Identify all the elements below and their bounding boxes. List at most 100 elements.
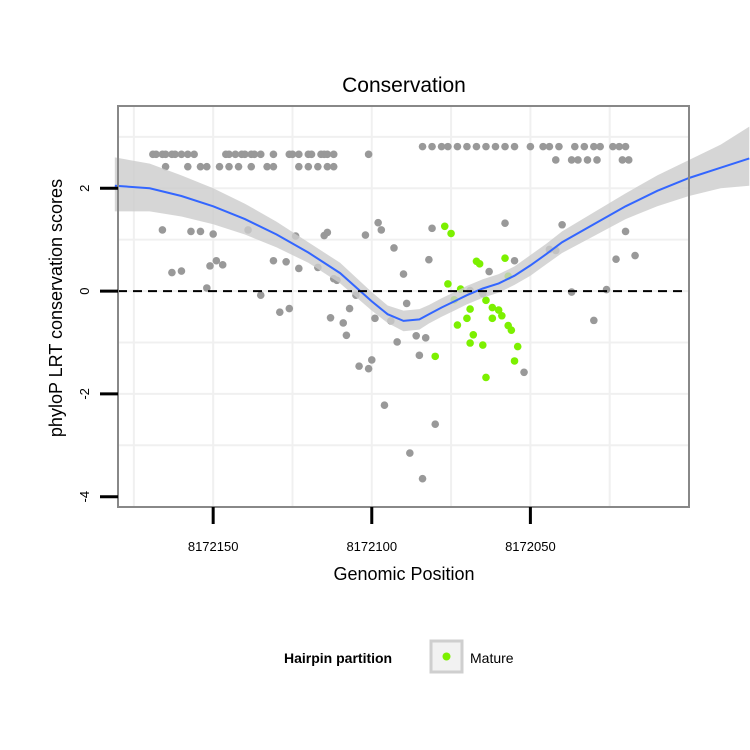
data-point-other: [206, 262, 214, 270]
data-point-other: [196, 162, 205, 171]
x-axis-tick-label: 8172050: [505, 539, 556, 554]
x-axis-tick-label: 8172150: [188, 539, 239, 554]
data-point-other: [402, 299, 411, 308]
data-point-other: [203, 162, 211, 171]
data-point-other: [168, 268, 176, 277]
data-point-other: [307, 150, 316, 159]
data-point-mature: [447, 229, 455, 238]
data-point-other: [612, 255, 620, 264]
data-point-other: [364, 150, 373, 159]
data-point-other: [418, 474, 427, 483]
data-point-mature: [488, 303, 497, 312]
data-point-other: [275, 308, 284, 316]
data-point-mature: [466, 305, 474, 313]
data-point-other: [510, 142, 519, 151]
data-point-other: [491, 142, 500, 151]
data-point-other: [371, 314, 379, 323]
data-point-other: [231, 150, 240, 159]
legend-mature-marker: [442, 652, 451, 661]
data-point-other: [367, 356, 376, 364]
data-point-other: [323, 162, 332, 171]
data-point-other: [574, 156, 582, 164]
data-point-other: [558, 220, 566, 229]
data-point-other: [250, 150, 259, 159]
data-point-other: [158, 226, 167, 234]
data-point-other: [526, 142, 535, 151]
data-point-other: [196, 227, 205, 236]
data-point-other: [412, 332, 420, 340]
data-point-other: [583, 156, 592, 164]
data-point-other: [241, 150, 249, 159]
data-point-other: [418, 142, 427, 151]
data-point-other: [567, 288, 576, 296]
x-axis-title: Genomic Position: [333, 564, 474, 584]
data-point-other: [190, 150, 198, 159]
y-axis-tick-label: 2: [77, 185, 92, 192]
data-point-other: [428, 224, 436, 233]
data-point-other: [590, 316, 598, 325]
legend: Hairpin partition Mature: [284, 639, 514, 674]
data-point-mature: [494, 306, 503, 314]
data-point-other: [212, 256, 221, 265]
data-point-other: [431, 420, 440, 429]
data-point-other: [256, 291, 265, 299]
data-point-other: [329, 162, 338, 171]
data-point-other: [425, 255, 433, 264]
y-axis-tick-label: -2: [77, 388, 92, 400]
data-point-mature: [501, 254, 509, 262]
data-point-other: [203, 284, 211, 292]
data-point-other: [247, 162, 256, 171]
data-point-other: [152, 150, 160, 159]
data-point-mature: [453, 321, 462, 329]
data-point-mature: [507, 326, 516, 334]
data-point-other: [380, 401, 389, 410]
data-point-other: [428, 142, 436, 151]
data-point-other: [421, 334, 430, 342]
data-point-other: [355, 362, 363, 370]
data-point-mature: [482, 296, 490, 305]
data-point-other: [225, 150, 233, 159]
data-point-other: [269, 150, 278, 159]
data-point-other: [555, 142, 563, 151]
data-point-mature: [469, 330, 478, 339]
plot-panel: [114, 105, 750, 508]
data-point-other: [510, 256, 519, 265]
data-point-mature: [510, 357, 519, 365]
data-point-other: [225, 162, 233, 171]
data-point-mature: [466, 339, 474, 347]
data-point-other: [580, 142, 589, 151]
data-point-other: [472, 142, 481, 151]
data-point-other: [263, 162, 271, 171]
smooth-trend-line: [114, 157, 750, 322]
data-point-other: [256, 150, 265, 159]
data-point-other: [314, 162, 322, 171]
data-point-other: [209, 230, 217, 238]
smooth-confidence-ribbon: [114, 126, 750, 332]
data-point-other: [539, 142, 547, 151]
data-point-other: [406, 449, 414, 457]
data-point-mature: [475, 260, 484, 268]
data-point-other: [285, 304, 294, 313]
data-point-other: [399, 270, 408, 278]
data-point-other: [482, 142, 490, 151]
data-point-other: [161, 162, 170, 171]
data-point-other: [269, 162, 278, 171]
data-point-mature: [482, 373, 490, 382]
data-point-other: [602, 285, 611, 294]
data-point-other: [345, 304, 354, 313]
data-point-other: [364, 364, 373, 373]
data-point-other: [545, 142, 554, 151]
legend-label-mature: Mature: [470, 650, 514, 666]
data-point-other: [624, 156, 633, 164]
data-point-other: [393, 338, 401, 346]
data-point-other: [361, 231, 370, 239]
data-point-other: [171, 150, 179, 159]
data-point-other: [485, 267, 493, 276]
data-point-mature: [431, 352, 440, 361]
data-point-other: [269, 256, 278, 265]
data-point-other: [377, 226, 386, 234]
data-point-other: [390, 244, 398, 252]
data-point-other: [621, 142, 630, 151]
data-point-other: [415, 351, 424, 360]
